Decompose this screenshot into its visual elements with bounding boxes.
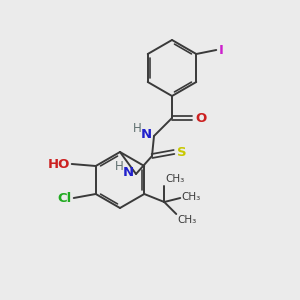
Text: N: N bbox=[141, 128, 152, 142]
Text: H: H bbox=[115, 160, 124, 173]
Text: Cl: Cl bbox=[58, 191, 72, 205]
Text: H: H bbox=[133, 122, 142, 136]
Text: HO: HO bbox=[47, 158, 70, 170]
Text: N: N bbox=[123, 167, 134, 179]
Text: CH₃: CH₃ bbox=[165, 174, 184, 184]
Text: O: O bbox=[195, 112, 206, 124]
Text: CH₃: CH₃ bbox=[177, 215, 196, 225]
Text: CH₃: CH₃ bbox=[181, 192, 200, 202]
Text: I: I bbox=[219, 44, 224, 56]
Text: S: S bbox=[177, 146, 187, 158]
